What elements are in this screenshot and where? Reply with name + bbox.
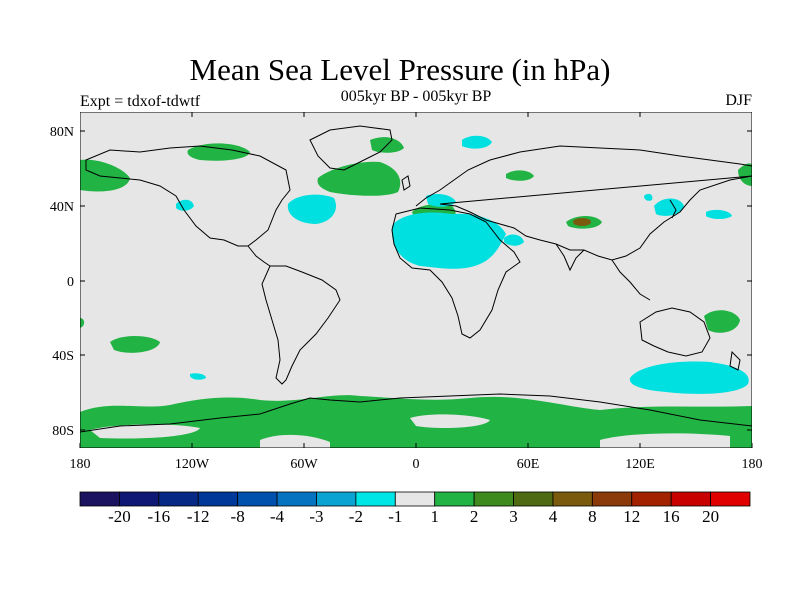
lon-label-60w: 60W bbox=[290, 457, 318, 472]
lon-label-60e: 60E bbox=[517, 457, 540, 472]
coast-antarctica bbox=[80, 393, 752, 433]
colorbar-label-12: 8 bbox=[588, 507, 597, 526]
colorbar-label-10: 3 bbox=[509, 507, 518, 526]
neutral-hole-pacific bbox=[90, 424, 200, 439]
anomaly-green-canada bbox=[187, 143, 250, 161]
colorbar-label-15: 20 bbox=[702, 507, 720, 526]
colorbar-swatch-4 bbox=[237, 491, 278, 507]
coastlines bbox=[80, 125, 752, 433]
colorbar bbox=[79, 491, 751, 507]
colorbar-swatch-7 bbox=[355, 491, 396, 507]
colorbar-swatch-6 bbox=[316, 491, 357, 507]
anomaly-green-north-pacific-west bbox=[80, 159, 130, 192]
coast-southeast-asia bbox=[611, 259, 651, 301]
anomaly-cyan-india-ocean bbox=[504, 234, 524, 246]
coast-south-america bbox=[261, 265, 341, 385]
anomaly-green-south-pacific bbox=[110, 336, 160, 353]
colorbar-label-9: 2 bbox=[469, 507, 479, 526]
coast-greenland bbox=[309, 125, 393, 171]
colorbar-label-11: 4 bbox=[548, 507, 558, 526]
map-title: Mean Sea Level Pressure (in hPa) bbox=[189, 52, 611, 87]
negative-anomaly-regions bbox=[176, 135, 749, 394]
anomaly-green-north-atlantic bbox=[317, 161, 401, 196]
colorbar-label-13: 12 bbox=[623, 507, 641, 526]
colorbar-label-8: 1 bbox=[430, 507, 439, 526]
coast-new-zealand bbox=[729, 350, 741, 371]
season-label: DJF bbox=[725, 92, 752, 109]
coast-north-america bbox=[85, 145, 291, 247]
anomaly-green-north-pacific-east bbox=[738, 163, 752, 186]
neutral-hole-weddell bbox=[260, 434, 330, 448]
colorbar-swatch-8 bbox=[394, 491, 436, 507]
anomaly-cyan-south-pacific-small bbox=[190, 373, 206, 380]
lat-label-80n: 80N bbox=[50, 125, 74, 140]
lon-label-120w: 120W bbox=[175, 457, 210, 472]
colorbar-label-0: -20 bbox=[108, 507, 131, 526]
colorbar-swatch-10 bbox=[473, 491, 514, 507]
lat-tick-marks bbox=[80, 130, 752, 431]
lon-label-120e: 120E bbox=[625, 457, 655, 472]
experiment-label: Expt = tdxof-tdwtf bbox=[80, 93, 201, 110]
anomaly-cyan-south-indian bbox=[629, 361, 749, 394]
coast-africa bbox=[391, 207, 521, 339]
colorbar-swatch-13 bbox=[591, 491, 633, 507]
map-subtitle: 005kyr BP - 005kyr BP bbox=[340, 88, 492, 105]
colorbar-swatch-1 bbox=[119, 491, 160, 507]
colorbar-swatch-9 bbox=[434, 491, 475, 507]
colorbar-label-5: -3 bbox=[309, 507, 324, 526]
anomaly-cyan-north-atlantic bbox=[287, 194, 336, 224]
colorbar-swatch-0 bbox=[79, 491, 120, 507]
anomaly-cyan-central-asia bbox=[644, 193, 653, 201]
colorbar-label-1: -16 bbox=[147, 507, 171, 526]
anomaly-green-atlantic-edge bbox=[80, 318, 85, 328]
colorbar-swatch-15 bbox=[670, 491, 711, 507]
coast-uk bbox=[401, 175, 411, 191]
lon-label-0: 0 bbox=[413, 457, 420, 472]
anomaly-cyan-japan bbox=[654, 198, 684, 216]
coast-japan bbox=[669, 199, 677, 219]
neutral-hole-indian bbox=[600, 433, 730, 448]
colorbar-swatch-5 bbox=[276, 491, 317, 507]
lon-tick-marks bbox=[79, 112, 753, 448]
colorbar-label-14: 16 bbox=[662, 507, 680, 526]
anomaly-cyan-pacific-east bbox=[706, 209, 732, 219]
colorbar-label-3: -8 bbox=[230, 507, 245, 526]
anomaly-green-siberia bbox=[506, 170, 534, 181]
coast-india bbox=[555, 243, 585, 272]
lat-label-0: 0 bbox=[67, 275, 74, 290]
coast-central-america bbox=[247, 245, 271, 267]
colorbar-swatch-2 bbox=[158, 491, 199, 507]
colorbar-label-4: -4 bbox=[269, 507, 285, 526]
lat-label-80s: 80S bbox=[52, 424, 74, 439]
anomaly-cyan-north-africa bbox=[391, 212, 506, 269]
anomaly-cyan-north-pacific-small bbox=[176, 199, 194, 211]
neutral-hole-atlantic bbox=[410, 414, 490, 428]
lat-label-40s: 40S bbox=[52, 349, 74, 364]
neutral-holes bbox=[90, 414, 730, 448]
lat-label-40n: 40N bbox=[50, 200, 74, 215]
colorbar-label-2: -12 bbox=[186, 507, 210, 526]
lon-label-180w: 180 bbox=[70, 457, 91, 472]
anomaly-cyan-arctic bbox=[462, 135, 492, 149]
colorbar-swatch-3 bbox=[197, 491, 239, 507]
lon-label-180e: 180 bbox=[742, 457, 763, 472]
colorbar-label-7: -1 bbox=[388, 507, 403, 526]
map-background bbox=[80, 112, 752, 448]
colorbar-label-6: -2 bbox=[348, 507, 363, 526]
colorbar-swatch-12 bbox=[552, 491, 593, 507]
colorbar-swatch-14 bbox=[631, 491, 672, 507]
colorbar-swatch-16 bbox=[710, 491, 751, 507]
colorbar-swatch-11 bbox=[513, 491, 554, 507]
anomaly-green-australia-east bbox=[704, 310, 740, 333]
anomaly-brown-tibet-core bbox=[573, 218, 591, 226]
coast-australia bbox=[639, 307, 711, 357]
